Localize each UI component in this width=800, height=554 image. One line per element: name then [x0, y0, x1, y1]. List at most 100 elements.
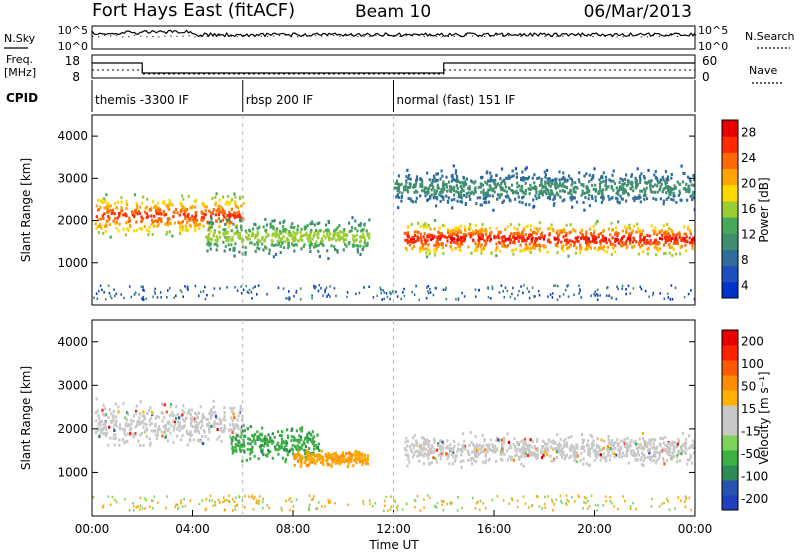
echo-cell [653, 173, 656, 177]
echo-cell [560, 230, 563, 234]
echo-cell [639, 235, 642, 239]
echo-cell [547, 192, 551, 196]
clutter-cell [208, 499, 211, 502]
echo-cell [274, 445, 277, 449]
echo-cell [445, 175, 448, 179]
clutter-cell [133, 293, 136, 296]
freq-trace [92, 62, 695, 74]
echo-cell [166, 429, 169, 432]
echo-cell [612, 188, 615, 192]
echo-cell [623, 182, 626, 185]
clutter-cell [613, 505, 616, 508]
clutter-cell [327, 293, 330, 296]
clutter-cell [496, 494, 499, 498]
echo-cell [588, 448, 591, 452]
echo-cell [452, 451, 455, 455]
clutter-cell [659, 292, 662, 295]
clutter-cell [552, 509, 554, 512]
echo-cell [693, 178, 695, 182]
echo-cell [278, 434, 281, 437]
echo-cell [530, 240, 533, 244]
echo-cell [214, 213, 217, 217]
echo-cell [231, 431, 234, 435]
echo-cell [236, 229, 239, 233]
freq-label-1: Freq. [6, 53, 33, 66]
echo-cell [450, 447, 454, 451]
echo-cell [435, 172, 438, 176]
echo-cell [277, 452, 280, 456]
echo-cell [509, 223, 513, 227]
clutter-cell [262, 506, 264, 510]
echo-cell [228, 236, 231, 239]
echo-cell [606, 453, 610, 457]
echo-cell [154, 422, 157, 426]
echo-cell [243, 429, 246, 433]
echo-cell [659, 178, 663, 182]
echo-cell [496, 197, 499, 201]
colorbar-swatch [722, 152, 738, 170]
echo-cell [332, 459, 335, 463]
clutter-cell [376, 294, 378, 298]
echo-cell [297, 239, 300, 243]
echo-cell [332, 232, 335, 236]
echo-cell [257, 240, 260, 244]
echo-cell [480, 203, 483, 207]
echo-cell [561, 199, 564, 203]
echo-cell [206, 423, 209, 427]
echo-cell [501, 445, 504, 449]
echo-cell [623, 445, 626, 448]
echo-cell [314, 454, 317, 458]
echo-cell [211, 211, 214, 215]
echo-cell [637, 227, 640, 231]
echo-cell [442, 442, 445, 446]
echo-cell [630, 449, 633, 453]
echo-cell [278, 221, 282, 225]
echo-cell [178, 422, 181, 426]
echo-cell [346, 457, 349, 461]
echo-cell [242, 201, 245, 205]
echo-cell [250, 448, 253, 451]
echo-cell [534, 237, 537, 241]
echo-cell [529, 224, 533, 228]
echo-cell [539, 249, 542, 253]
echo-cell [632, 236, 635, 240]
echo-cell [259, 446, 262, 450]
echo-cell [581, 233, 584, 236]
echo-cell [261, 448, 264, 452]
clutter-cell [547, 495, 549, 498]
echo-cell [493, 190, 496, 194]
echo-cell [661, 190, 664, 194]
echo-cell [125, 207, 128, 210]
echo-cell [546, 188, 549, 192]
echo-cell [496, 193, 499, 197]
echo-cell [412, 446, 415, 450]
echo-cell [605, 187, 608, 191]
clutter-cell [312, 498, 314, 501]
echo-cell [194, 226, 197, 230]
echo-cell [504, 185, 507, 189]
echo-cell [627, 461, 630, 465]
echo-cell [659, 180, 662, 184]
echo-cell [233, 216, 236, 220]
echo-cell [416, 190, 419, 194]
echo-cell [201, 415, 204, 419]
echo-cell [518, 200, 521, 204]
echo-cell [121, 427, 124, 431]
echo-cell [459, 195, 462, 199]
echo-cell [284, 457, 287, 461]
echo-cell [318, 454, 322, 458]
echo-cell [171, 420, 174, 424]
echo-cell [599, 242, 602, 246]
echo-cell [474, 232, 477, 236]
echo-cell [401, 191, 404, 195]
echo-cell [514, 454, 517, 458]
echo-cell [425, 448, 428, 452]
echo-cell [409, 182, 412, 186]
echo-cell [641, 189, 644, 193]
echo-cell [282, 235, 285, 239]
echo-cell [617, 192, 620, 196]
echo-cell [297, 451, 300, 454]
echo-cell [615, 237, 618, 241]
echo-cell [633, 199, 636, 203]
echo-cell [507, 447, 510, 451]
